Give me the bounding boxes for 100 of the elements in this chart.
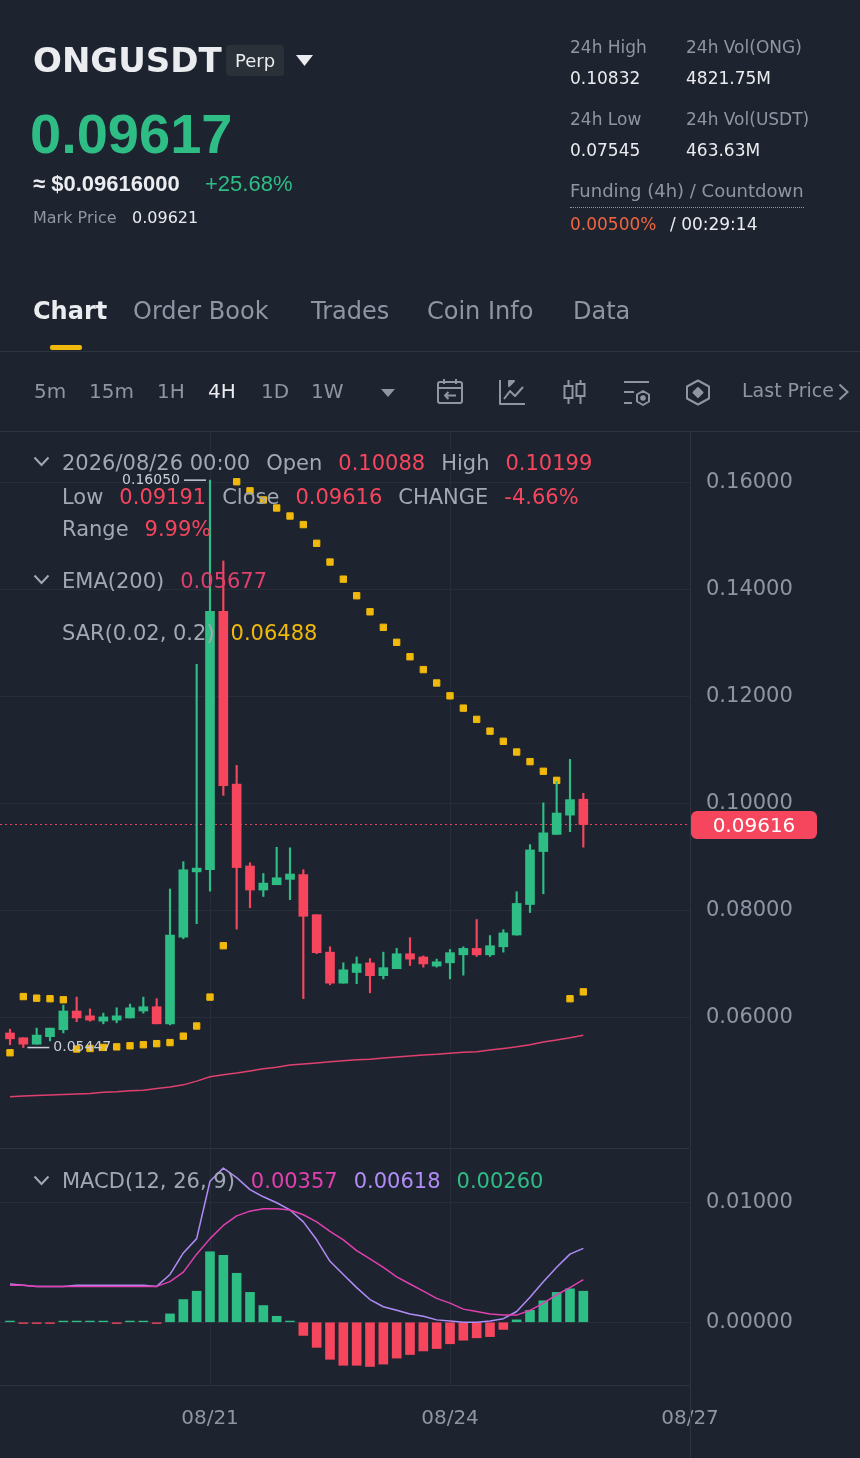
annotation: 0.09191 bbox=[119, 484, 207, 509]
bar bbox=[258, 1305, 269, 1323]
x-tick-label: 08/24 bbox=[421, 1405, 479, 1430]
point bbox=[59, 996, 68, 1004]
ref-line-label: 0.09616 bbox=[712, 813, 796, 838]
annotation: 0.05447 bbox=[53, 1038, 112, 1055]
bar bbox=[351, 1322, 362, 1366]
text: Trades bbox=[311, 297, 390, 325]
bar bbox=[231, 1272, 242, 1323]
y-tick-label: 0.06000 bbox=[706, 1004, 793, 1029]
point bbox=[579, 988, 588, 996]
bar bbox=[445, 1322, 455, 1345]
point bbox=[339, 575, 348, 583]
point bbox=[32, 994, 41, 1002]
annotation: 0.10199 bbox=[505, 450, 593, 475]
point bbox=[459, 704, 468, 712]
bar bbox=[418, 1322, 429, 1352]
point bbox=[472, 715, 481, 724]
text: / 00:29:14 bbox=[670, 214, 758, 234]
text: 24h Low bbox=[570, 109, 642, 129]
point bbox=[539, 767, 548, 775]
bar bbox=[191, 1290, 202, 1323]
point bbox=[6, 1049, 14, 1057]
annotation: Open bbox=[266, 450, 323, 475]
text: 15m bbox=[89, 379, 134, 403]
text: Mark Price bbox=[33, 208, 117, 227]
text: Last Price bbox=[742, 379, 834, 401]
text: 0.09617 bbox=[30, 102, 233, 165]
bar bbox=[485, 1322, 495, 1337]
annotation: -4.66% bbox=[504, 484, 579, 509]
text: Chart bbox=[33, 297, 108, 325]
bar bbox=[205, 1251, 215, 1323]
bar bbox=[311, 1322, 322, 1348]
point bbox=[406, 653, 414, 661]
bar bbox=[525, 1309, 535, 1323]
annotation: 0.10088 bbox=[338, 450, 426, 475]
point bbox=[126, 1042, 134, 1050]
bar bbox=[365, 1322, 375, 1367]
bar bbox=[218, 1255, 229, 1323]
point bbox=[526, 757, 534, 766]
point bbox=[499, 737, 508, 745]
point bbox=[206, 993, 214, 1001]
text: 0.00500% bbox=[570, 214, 657, 234]
point bbox=[566, 995, 574, 1003]
text: 1W bbox=[311, 379, 344, 403]
text: +25.68% bbox=[205, 171, 293, 196]
text: Order Book bbox=[133, 297, 269, 325]
bar bbox=[245, 1292, 255, 1323]
text: Coin Info bbox=[427, 297, 534, 325]
point bbox=[152, 1039, 161, 1048]
bar bbox=[498, 1322, 509, 1330]
annotation: 0.00618 bbox=[353, 1168, 441, 1193]
point bbox=[326, 558, 334, 566]
annotation: 0.00357 bbox=[250, 1168, 338, 1193]
annotation: EMA(200) bbox=[62, 568, 165, 593]
y-tick-label: 0.00000 bbox=[706, 1308, 793, 1333]
annotation: 0.09616 bbox=[295, 484, 383, 509]
point bbox=[366, 608, 374, 616]
bar bbox=[405, 1322, 415, 1355]
annotation: 0.00260 bbox=[456, 1168, 544, 1193]
x-tick-label: 08/27 bbox=[661, 1405, 719, 1430]
text: 463.63M bbox=[686, 140, 761, 160]
text: 1D bbox=[261, 379, 290, 403]
point bbox=[286, 512, 294, 520]
text: 4821.75M bbox=[686, 68, 771, 88]
text: 24h High bbox=[570, 37, 647, 57]
text: 1H bbox=[157, 379, 185, 403]
point bbox=[486, 727, 494, 735]
point bbox=[179, 1032, 188, 1040]
text: 0.10832 bbox=[570, 68, 641, 88]
text: 5m bbox=[34, 379, 67, 403]
y-tick-label: 0.08000 bbox=[706, 897, 793, 922]
annotation: 0.06488 bbox=[230, 620, 318, 645]
y-tick-label: 0.10000 bbox=[706, 790, 793, 815]
point bbox=[46, 995, 54, 1003]
annotation: High bbox=[441, 450, 490, 475]
text: 24h Vol(USDT) bbox=[686, 109, 810, 129]
bar bbox=[165, 1313, 175, 1323]
point bbox=[232, 478, 241, 486]
y-tick-label: 0.12000 bbox=[706, 683, 793, 708]
text: Perp bbox=[234, 49, 276, 71]
bar bbox=[271, 1315, 282, 1323]
point bbox=[352, 592, 361, 600]
point bbox=[432, 679, 441, 687]
annotation: Low bbox=[62, 484, 104, 509]
text: ONGUSDT bbox=[33, 40, 222, 80]
bar bbox=[298, 1322, 309, 1336]
y-tick-label: 0.16000 bbox=[706, 469, 793, 494]
y-tick-label: 0.01000 bbox=[706, 1189, 793, 1214]
bar bbox=[578, 1290, 589, 1323]
point bbox=[299, 520, 308, 529]
bar bbox=[178, 1299, 189, 1323]
point bbox=[392, 638, 401, 646]
point bbox=[19, 992, 28, 1001]
annotation: 2026/08/26 00:00 bbox=[62, 450, 251, 475]
point bbox=[379, 623, 388, 631]
text: 4H bbox=[208, 379, 236, 403]
bar bbox=[565, 1288, 575, 1323]
point bbox=[192, 1022, 201, 1030]
point bbox=[512, 748, 521, 756]
